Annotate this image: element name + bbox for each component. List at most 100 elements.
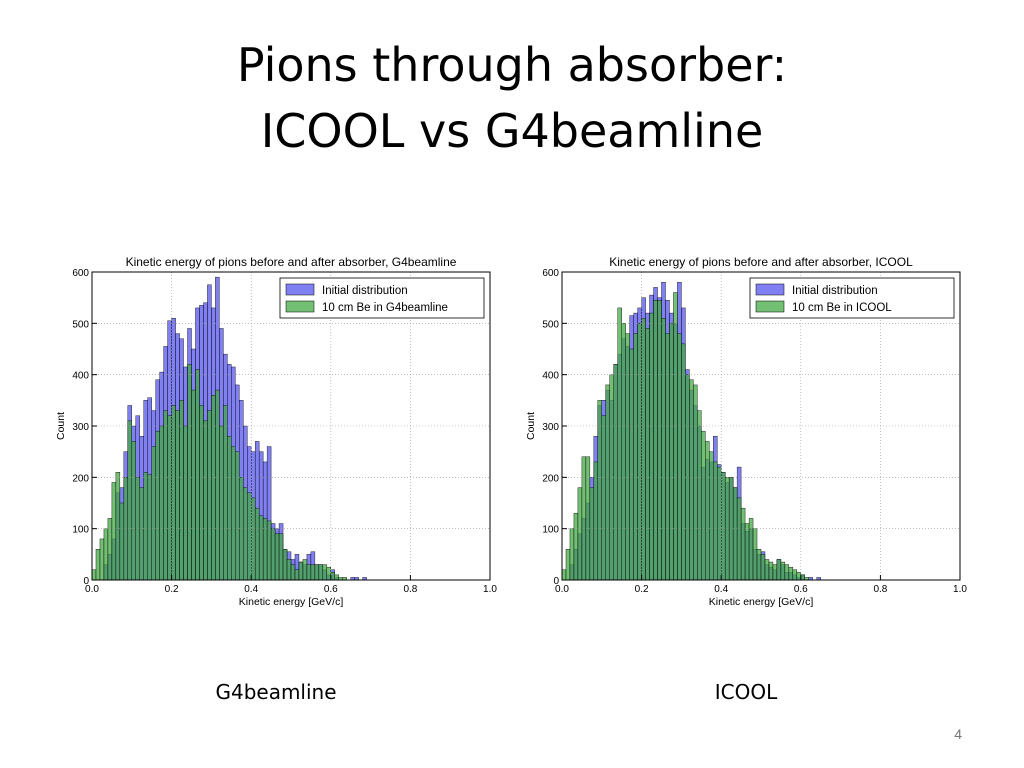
- bar: [577, 487, 583, 581]
- bar: [717, 466, 722, 581]
- bar: [155, 430, 160, 581]
- bar: [191, 389, 196, 581]
- x-tick-label: 0.0: [555, 584, 569, 595]
- bar: [589, 487, 595, 581]
- bar: [115, 471, 121, 581]
- bar: [788, 566, 794, 581]
- bar: [617, 307, 622, 581]
- bar: [689, 379, 694, 581]
- legend-label: Initial distribution: [792, 285, 878, 297]
- bar: [736, 497, 742, 581]
- bar: [693, 384, 698, 581]
- legend: Initial distribution 10 cm Be in G4beamli…: [279, 277, 485, 319]
- bar: [187, 364, 192, 581]
- x-tick-label: 0.4: [714, 584, 728, 595]
- bar: [709, 451, 714, 581]
- bar: [306, 564, 312, 581]
- bar: [139, 487, 144, 581]
- bar: [561, 569, 567, 581]
- bar: [203, 420, 208, 581]
- legend-swatch: [755, 300, 785, 313]
- x-tick-label: 1.0: [953, 584, 967, 595]
- bar: [91, 569, 97, 581]
- x-axis-label: Kinetic energy [GeV/c]: [709, 596, 814, 608]
- bar: [681, 343, 686, 581]
- x-tick-label: 0.8: [403, 584, 417, 595]
- bar: [665, 333, 670, 581]
- y-tick-label: 400: [72, 371, 89, 382]
- bar: [585, 456, 591, 581]
- bar: [752, 528, 758, 581]
- legend-swatch: [755, 283, 785, 296]
- bar: [318, 564, 324, 581]
- bar: [637, 323, 642, 581]
- caption-icool: ICOOL: [714, 680, 778, 704]
- bar: [270, 528, 276, 581]
- bar: [613, 364, 618, 581]
- bar: [143, 471, 148, 581]
- x-tick-label: 0.2: [165, 584, 179, 595]
- y-tick-label: 200: [542, 473, 559, 484]
- bar: [645, 328, 650, 581]
- y-tick-label: 0: [83, 576, 89, 587]
- bar: [326, 566, 332, 581]
- bar: [633, 333, 638, 581]
- bar: [215, 389, 220, 581]
- bar: [621, 323, 626, 581]
- legend: Initial distribution 10 cm Be in ICOOL: [749, 277, 955, 319]
- bar: [302, 559, 308, 581]
- bar: [641, 317, 646, 581]
- bar: [776, 559, 782, 581]
- bar: [697, 410, 702, 581]
- y-tick-label: 500: [72, 319, 89, 330]
- bar: [151, 446, 156, 581]
- bar: [569, 528, 575, 581]
- bar: [701, 430, 706, 581]
- bar: [207, 410, 212, 581]
- bar: [119, 502, 125, 581]
- x-tick-label: 0.0: [85, 584, 99, 595]
- legend-swatch: [285, 283, 315, 296]
- bar: [211, 394, 216, 581]
- bar: [728, 477, 734, 581]
- bar: [175, 410, 180, 581]
- bar: [760, 554, 766, 581]
- bar: [286, 559, 292, 581]
- legend-label: 10 cm Be in G4beamline: [322, 302, 448, 314]
- x-tick-label: 0.6: [794, 584, 808, 595]
- y-axis-label: Count: [55, 412, 67, 440]
- bar: [649, 312, 654, 581]
- bar: [254, 507, 260, 581]
- bar: [581, 456, 587, 581]
- bar: [744, 523, 750, 581]
- bar: [127, 420, 132, 581]
- bar: [247, 492, 252, 581]
- bar: [111, 482, 117, 581]
- bar: [796, 572, 802, 581]
- y-tick-label: 0: [553, 576, 559, 587]
- x-axis-label: Kinetic energy [GeV/c]: [239, 596, 344, 608]
- bar: [669, 323, 674, 581]
- bar: [294, 569, 300, 581]
- bar: [223, 405, 228, 581]
- bar: [784, 564, 790, 581]
- bar: [159, 425, 164, 581]
- bar: [298, 561, 304, 581]
- caption-g4beamline: G4beamline: [215, 680, 337, 704]
- bar: [653, 300, 658, 581]
- bar: [243, 487, 248, 581]
- bar: [183, 425, 188, 581]
- bar: [266, 520, 272, 581]
- bar: [274, 533, 280, 581]
- y-tick-label: 200: [72, 473, 89, 484]
- x-tick-label: 0.4: [244, 584, 258, 595]
- bar: [131, 441, 136, 581]
- bar: [163, 410, 168, 581]
- bar: [705, 441, 710, 581]
- page-number: 4: [954, 726, 962, 742]
- x-tick-label: 0.2: [635, 584, 649, 595]
- chart-title: Kinetic energy of pions before and after…: [609, 255, 913, 269]
- bar: [258, 515, 264, 581]
- bar: [107, 518, 113, 581]
- bar: [756, 549, 762, 581]
